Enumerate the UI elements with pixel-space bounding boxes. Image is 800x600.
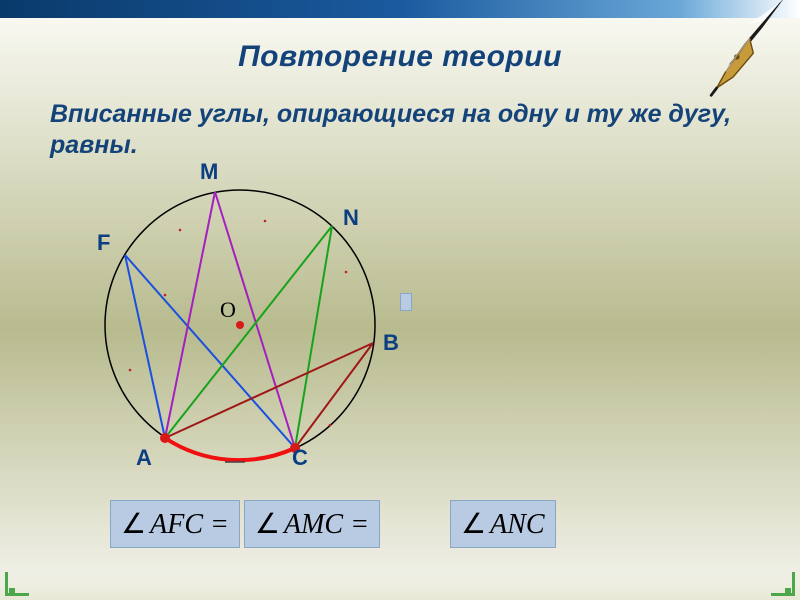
corner-br-icon (765, 566, 795, 596)
label-N: N (343, 205, 359, 231)
formula-row: ∠AFC = ∠AMC = ∠ANC (110, 500, 556, 548)
pen-icon (680, 0, 790, 110)
circle-diagram: M N F O B A C (70, 175, 410, 495)
small-marker-square (400, 293, 412, 311)
bottom-band (0, 572, 800, 600)
label-A: A (136, 445, 152, 471)
label-F: F (97, 230, 110, 256)
formula-anc-text: ANC (490, 509, 544, 541)
label-O: O (220, 297, 236, 323)
formula-amc-text: AMC = (284, 509, 369, 541)
label-B: B (383, 330, 399, 356)
label-C: C (292, 445, 308, 471)
formula-anc: ∠ANC (450, 500, 556, 548)
formula-amc: ∠AMC = (244, 500, 380, 548)
diagram-svg (70, 175, 410, 495)
formula-afc: ∠AFC = (110, 500, 240, 548)
corner-bl-icon (5, 566, 35, 596)
formula-afc-text: AFC = (150, 509, 229, 541)
formula-group-left: ∠AFC = ∠AMC = (110, 500, 380, 548)
label-M: M (200, 159, 218, 185)
